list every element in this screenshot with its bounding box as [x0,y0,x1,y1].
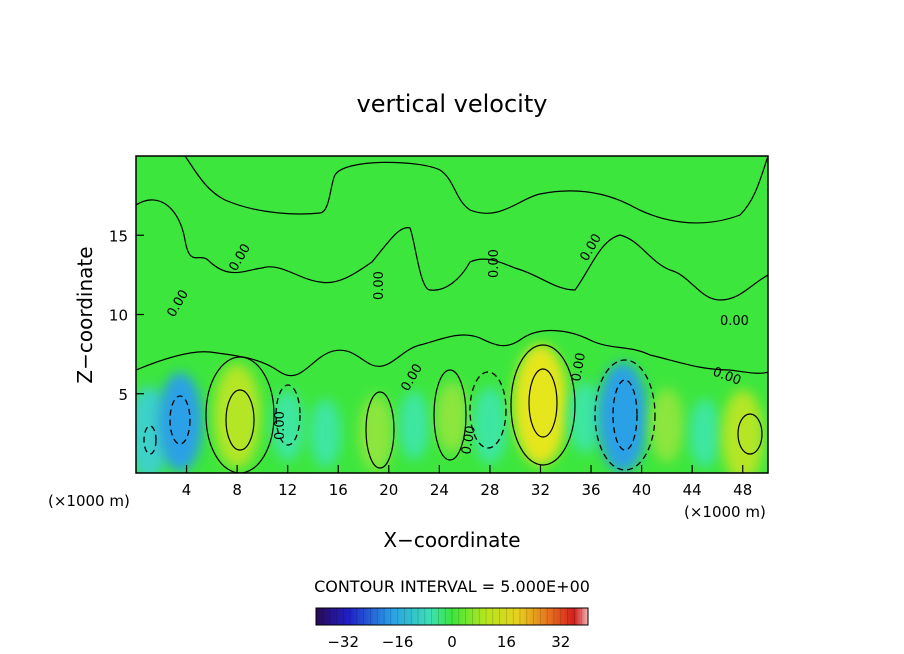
colorbar: −32 −16 0 16 32 [315,607,589,651]
negative-cell-28km [469,371,507,449]
field-cell [157,372,203,472]
field-cell [309,399,342,468]
colorbar-tick-label: −16 [382,633,414,651]
field-cell [568,381,602,454]
x-axis-label: X−coordinate [383,528,520,552]
x-tick-label: 48 [733,481,752,499]
positive-cell-48km [737,413,763,455]
field-cell [721,389,764,473]
colorbar-ticks: −32 −16 0 16 32 [322,608,582,651]
colorbar-ramp [315,607,589,626]
negative-cell-38km-inner [612,379,638,451]
field-cell [513,344,568,466]
x-tick-label: 44 [683,481,702,499]
negative-cell-12km [275,384,301,446]
colorbar-tick-label: −32 [327,633,359,651]
y-tick-label: 15 [109,227,128,245]
field-cell [649,388,684,463]
x-tick-label: 20 [379,481,398,499]
top-zero-contour [184,156,768,224]
y-tick-label: 10 [109,307,128,325]
chart-title: vertical velocity [357,90,548,118]
field-cell [597,362,648,473]
contour-label: 0.00 [459,425,479,456]
positive-cell-20km [365,391,395,469]
contour-interval-text: CONTOUR INTERVAL = 5.000E+00 [314,577,590,596]
field-cell [689,399,721,468]
y-axis: 5 10 15 [109,227,144,404]
x-unit-right: (×1000 m) [684,503,766,521]
field-cell [398,391,430,460]
x-tick-label: 36 [581,481,600,499]
positive-cell-8km-inner [225,389,255,451]
x-tick-label: 4 [182,481,192,499]
contour-label: 0.00 [273,411,288,440]
positive-cell-25km [433,369,467,461]
x-tick-label: 32 [531,481,550,499]
x-tick-label: 40 [632,481,651,499]
colorbar-tick-label: 32 [551,633,570,651]
field-cell [472,387,508,464]
x-tick-label: 12 [278,481,297,499]
colorbar-tick-label: 16 [497,633,516,651]
colorbar-tick-label: 0 [447,633,457,651]
contour-lines [136,156,768,473]
contour-label: 0.00 [372,271,387,300]
y-tick-label: 5 [118,386,128,404]
lower-zero-contour [136,329,768,377]
x-tick-label: 28 [480,481,499,499]
field-cell [435,381,469,454]
negative-cell-3km [169,395,191,445]
contour-label: 0.00 [720,314,749,329]
upper-zero-contour [136,199,768,301]
negative-cell-38km-outer [594,359,656,471]
positive-cell-32km-outer [510,344,576,466]
positive-cell-8km-outer [205,356,275,473]
x-tick-label: 8 [232,481,242,499]
x-tick-label: 16 [329,481,348,499]
positive-cell-32km-inner [528,368,558,438]
y-axis-label: Z−coordinate [73,246,97,383]
plot-area: 0.00 0.00 0.00 0.00 0.00 0.00 0.00 0.00 … [135,155,769,474]
field-cell [271,389,305,462]
contour-label: 0.00 [487,249,502,278]
negative-contours [143,359,656,471]
x-tick-label: 24 [430,481,449,499]
contour-label: 0.00 [569,352,589,383]
x-unit-left: (×1000 m) [48,492,130,510]
x-axis: 4 8 12 16 20 24 28 32 36 40 44 48 [182,465,752,499]
negative-cell-1km [143,425,157,455]
